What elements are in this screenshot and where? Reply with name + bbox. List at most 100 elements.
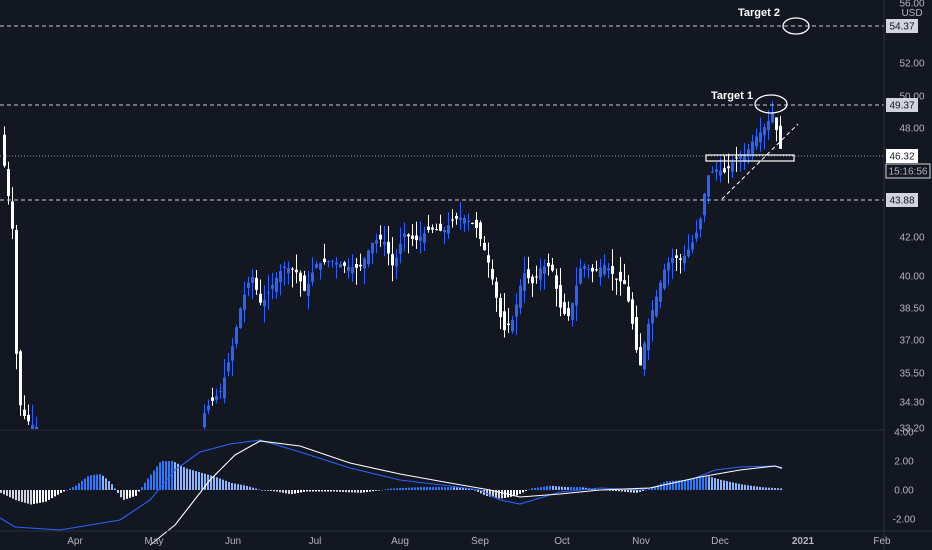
candle-body [379,234,382,240]
candle-body [631,299,634,324]
macd-histogram-bar [204,473,206,490]
macd-histogram-bar [621,490,623,492]
macd-histogram-bar [78,483,80,490]
macd-histogram-bar [12,490,14,499]
macd-histogram-bar [96,474,98,490]
candle-body [663,269,666,289]
candle-body [775,117,778,131]
candle-body [263,300,266,307]
macd-histogram-bar [174,462,176,490]
target-1-label: Target 1 [711,90,753,102]
candle-body [411,235,414,239]
candle-body [319,263,322,270]
macd-histogram-bar [384,489,386,490]
candle-body [259,293,262,303]
candle-body [243,294,246,310]
macd-histogram-bar [309,490,311,492]
candle-body [727,166,730,169]
macd-histogram-bar [141,487,143,490]
time-tick-label: Jul [309,536,322,547]
candle-body [531,276,534,284]
time-axis[interactable]: Apr May Jun Jul Aug Sep Oct Nov Dec 2021 Feb [0,530,932,547]
macd-histogram-bar [657,485,659,490]
macd-histogram-bar [678,480,680,490]
price-tick-label: 34.30 [899,398,924,409]
candle-body [599,267,602,278]
macd-histogram-bar [522,490,524,493]
candle-body [703,193,706,216]
macd-histogram-bar [240,484,242,490]
macd-histogram-bar [660,483,662,490]
candle-body [523,273,526,291]
macd-histogram-bar [378,490,380,491]
macd-histogram-bar [168,461,170,490]
macd-histogram-bar [744,484,746,490]
candle-body [203,413,206,428]
candle-body [475,219,478,228]
macd-histogram-bar [381,489,383,491]
candle-body [439,223,442,231]
candle-body [583,266,586,269]
candle-body [687,249,690,257]
macd-histogram-bar [471,489,473,490]
macd-histogram-bar [774,488,776,490]
macd-histogram-bar [213,476,215,490]
macd-histogram-bar [36,490,38,504]
time-tick-label: Nov [632,536,650,547]
candle-body [763,127,766,136]
macd-histogram-bar [330,490,332,492]
macd-histogram-bar [366,490,368,493]
macd-histogram-bar [216,477,218,490]
macd-histogram-bar [300,490,302,493]
macd-histogram-bar [186,468,188,490]
macd-histogram-bar [447,487,449,490]
macd-histogram-bar [270,490,272,491]
candle-body [719,170,722,176]
macd-histogram-bar [777,488,779,490]
candle-body [327,261,330,263]
candle-body [587,268,590,270]
macd-pane [0,439,783,546]
macd-histogram-bar [645,490,647,491]
time-tick-label: Apr [67,536,83,547]
macd-histogram-bar [327,490,329,492]
macd-histogram-bar [780,488,782,490]
macd-histogram-bar [546,486,548,490]
candle-body [735,157,738,159]
macd-histogram-bar [144,482,146,490]
macd-histogram-bar [171,461,173,490]
macd-histogram-bar [345,490,347,493]
price-tick-label: 48.00 [899,124,924,135]
macd-histogram-bar [291,490,293,495]
macd-histogram-bar [372,490,374,492]
macd-histogram-bar [717,478,719,490]
macd-histogram-bar [666,481,668,490]
macd-histogram-bar [9,490,11,498]
macd-histogram-bar [27,490,29,504]
macd-histogram-bar [519,490,521,494]
candle-body [759,132,762,143]
macd-histogram-bar [699,476,701,490]
candle-body [711,171,714,173]
price-axis[interactable]: 56.00 52.00 50.00 48.00 42.00 40.00 38.50 37.00… [883,0,931,550]
macd-histogram-bar [498,490,500,499]
candle-body [499,297,502,318]
macd-histogram-bar [150,474,152,490]
candle-body [395,257,398,267]
macd-histogram-bar [264,490,266,491]
candle-body [367,250,370,265]
macd-histogram-bar [642,490,644,491]
candle-body [731,162,734,172]
macd-histogram-bar [222,479,224,490]
time-tick-label: Dec [711,536,729,547]
macd-histogram-bar [564,487,566,490]
macd-histogram-bar [735,483,737,490]
macd-histogram-bar [741,484,743,490]
macd-histogram-bar [570,487,572,490]
macd-histogram-bar [531,488,533,490]
macd-histogram-bar [111,484,113,490]
macd-histogram-bar [405,487,407,490]
macd-histogram-bar [51,490,53,499]
candle-body [235,327,238,344]
